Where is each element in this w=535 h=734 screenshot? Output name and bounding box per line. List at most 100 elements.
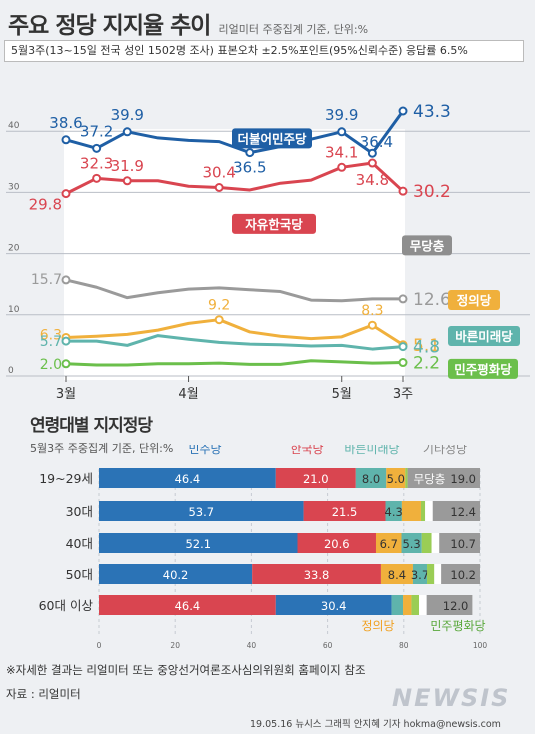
data-label: 36.4 <box>360 133 393 151</box>
bar-label: 46.4 <box>175 599 201 613</box>
bar-label: 20.6 <box>324 537 350 551</box>
bar-segment <box>431 533 440 553</box>
data-point <box>398 342 408 352</box>
data-label: 5.7 <box>40 334 62 350</box>
survey-info: 5월3주(13~15일 전국 성인 1502명 조사) 표본오차 ±2.5%포인… <box>4 40 524 62</box>
bar-label: 10.7 <box>450 537 476 551</box>
bar-label: 33.8 <box>304 568 330 582</box>
bar-segment <box>99 533 298 553</box>
chart-title: 주요 정당 지지율 추이 <box>8 13 211 39</box>
bar-segment <box>297 533 376 553</box>
bar-segment <box>411 595 420 615</box>
y-tick-label: 0 <box>8 366 14 376</box>
x-tick-label: 5월 <box>332 387 352 402</box>
bar-label: 8.4 <box>388 568 406 582</box>
x-tick-label: 100 <box>473 641 488 650</box>
legend-label: 정의당 <box>457 293 492 308</box>
data-point <box>214 183 224 193</box>
bar-row: 19~29세 46.4 21.0 8.0 5.0 19.0 무당층 <box>39 468 480 488</box>
bar-segment <box>401 501 421 521</box>
bar-segment <box>391 595 404 615</box>
title-row: 주요 정당 지지율 추이 리얼미터 주중집계 기준, 단위:% <box>8 6 368 40</box>
series-무당층: 15.7 12.6 <box>31 272 451 310</box>
data-point <box>245 148 255 158</box>
series-자유한국당: 29.8 32.331.9 30.4 34.1 34.8 30.2 <box>29 143 451 213</box>
data-point <box>398 294 408 304</box>
data-point <box>367 320 377 330</box>
newsis-logo: NEWSIS <box>392 684 511 712</box>
bar-segment <box>99 468 276 488</box>
bar-label: 3.7 <box>411 568 429 582</box>
bar-segment <box>420 501 426 521</box>
data-label: 2.2 <box>413 354 440 374</box>
series-민주평화당: 2.0 2.2 <box>40 354 440 374</box>
data-label: 30.2 <box>413 182 451 202</box>
data-label: 29.8 <box>29 196 62 214</box>
bar-segment <box>275 468 356 488</box>
data-label: 30.4 <box>202 164 235 182</box>
bar-label: 10.2 <box>450 568 476 582</box>
bar-segment <box>275 595 392 615</box>
bar-segment <box>386 468 406 488</box>
age-chart-title: 연령대별 지지정당 <box>30 416 153 436</box>
bar-segment <box>99 595 276 615</box>
data-point <box>214 315 224 325</box>
data-point <box>61 336 71 346</box>
bar-label: 12.0 <box>443 599 469 613</box>
bar-segment <box>412 564 428 584</box>
bar-segment <box>99 564 253 584</box>
bar-segment <box>434 564 442 584</box>
x-tick-label: 0 <box>97 641 102 650</box>
age-chart-subtitle: 5월3주 주중집계 기준, 단위:% <box>30 442 174 455</box>
data-point <box>61 359 71 369</box>
bar-label: 5.0 <box>387 472 405 486</box>
bar-segment <box>303 501 386 521</box>
bar-label: 21.0 <box>303 472 329 486</box>
data-label: 32.3 <box>80 154 113 172</box>
series-바른미래당: 5.7 4.8 <box>40 334 440 358</box>
row-label: 60대 이상 <box>39 598 94 613</box>
y-tick-label: 30 <box>8 182 20 192</box>
bar-segment <box>401 533 422 553</box>
bar-segment <box>419 595 427 615</box>
data-label: 9.2 <box>208 298 230 314</box>
data-label: 31.9 <box>111 157 144 175</box>
legend-label: 민주평화당 <box>454 362 512 377</box>
data-point <box>398 358 408 368</box>
data-point <box>337 162 347 172</box>
data-label: 34.8 <box>356 171 389 189</box>
bar-segment <box>441 564 480 584</box>
x-tick-label: 3주 <box>393 387 413 402</box>
bar-row: 40대 52.1 20.6 6.7 5.3 10.7 <box>66 533 480 553</box>
bar-segment <box>252 564 381 584</box>
data-label: 39.9 <box>325 106 358 124</box>
legend-label: 정의당 <box>361 619 394 633</box>
x-tick-label: 40 <box>247 641 257 650</box>
data-point <box>61 189 71 199</box>
x-tick-label: 80 <box>399 641 409 650</box>
data-point <box>398 186 408 196</box>
legend-label: 민주평화당 <box>430 619 485 633</box>
data-point <box>61 275 71 285</box>
data-point <box>398 106 408 116</box>
credit: 19.05.16 뉴시스 그래픽 안지혜 기자 hokma@newsis.com <box>250 719 501 730</box>
data-label: 39.9 <box>111 106 144 124</box>
y-tick-label: 40 <box>8 121 20 131</box>
legend-tag <box>448 289 500 310</box>
legend-label: 바른미래당 <box>344 445 399 456</box>
legend-label: 자유한국당 <box>245 217 303 232</box>
data-label: 38.6 <box>49 114 82 132</box>
legend-label: 한국당 <box>290 445 323 456</box>
legend-label: 기타정당 <box>423 445 467 456</box>
bar-label: 53.7 <box>188 505 214 519</box>
source-note: 리얼미터 주중집계 기준, 단위:% <box>218 23 369 36</box>
bar-label: 6.7 <box>380 537 398 551</box>
y-tick-label: 10 <box>8 305 20 315</box>
series-line <box>65 359 404 367</box>
data-point <box>122 127 132 137</box>
bar-segment <box>405 468 408 488</box>
bar-row: 30대 53.7 21.5 4.3 12.4 <box>66 501 480 521</box>
bar-segment <box>427 564 435 584</box>
data-label: 8.3 <box>361 303 383 319</box>
